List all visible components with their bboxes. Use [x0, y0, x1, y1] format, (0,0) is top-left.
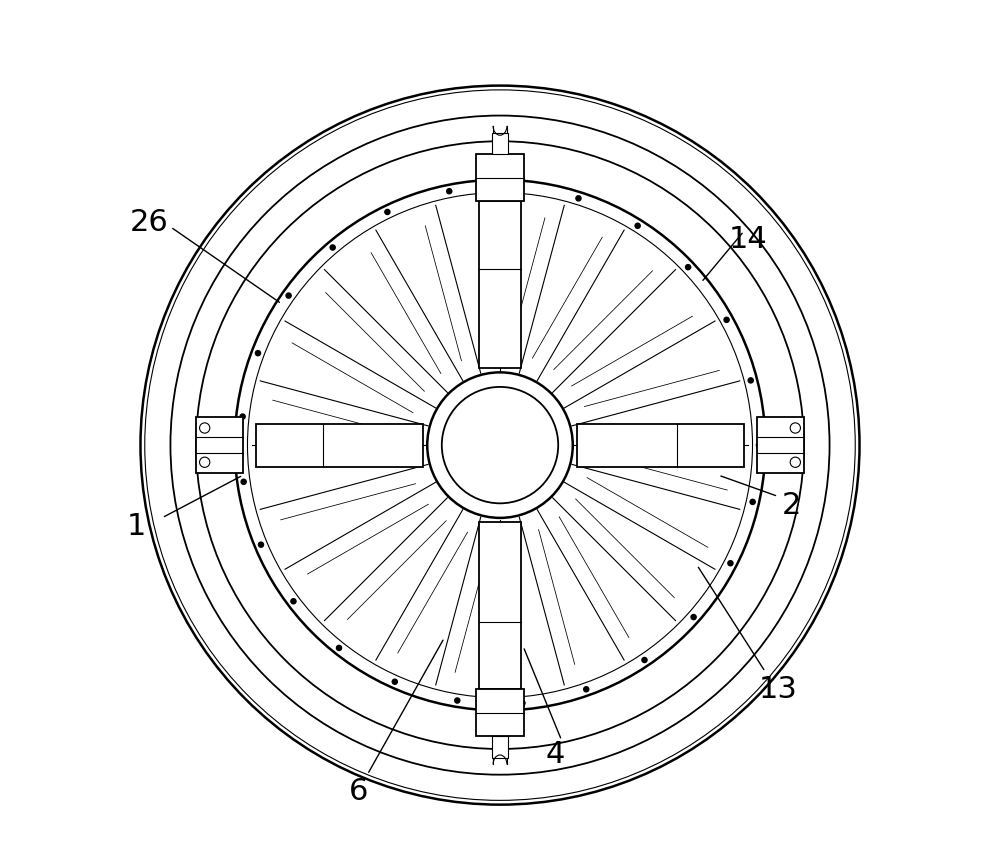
- Polygon shape: [256, 424, 423, 467]
- FancyBboxPatch shape: [492, 736, 508, 758]
- FancyBboxPatch shape: [476, 689, 524, 736]
- Circle shape: [790, 423, 800, 433]
- Circle shape: [286, 293, 291, 298]
- Circle shape: [756, 443, 762, 448]
- Circle shape: [750, 499, 755, 504]
- Circle shape: [748, 377, 753, 383]
- Circle shape: [691, 615, 696, 620]
- Text: 26: 26: [130, 208, 168, 237]
- Polygon shape: [479, 201, 521, 368]
- Polygon shape: [479, 522, 521, 689]
- Circle shape: [447, 188, 452, 193]
- Circle shape: [240, 414, 245, 419]
- Circle shape: [392, 679, 397, 684]
- Text: 6: 6: [349, 777, 368, 806]
- Text: 14: 14: [729, 225, 768, 254]
- Circle shape: [520, 700, 525, 705]
- Circle shape: [635, 223, 640, 229]
- Circle shape: [200, 423, 210, 433]
- Circle shape: [291, 598, 296, 603]
- Circle shape: [241, 479, 246, 484]
- Circle shape: [512, 184, 517, 189]
- Circle shape: [455, 698, 460, 703]
- Circle shape: [642, 657, 647, 663]
- Circle shape: [724, 318, 729, 323]
- Text: 1: 1: [127, 512, 146, 541]
- FancyBboxPatch shape: [476, 154, 524, 201]
- Circle shape: [255, 351, 261, 356]
- Circle shape: [200, 457, 210, 467]
- Text: 2: 2: [781, 490, 801, 520]
- FancyBboxPatch shape: [492, 133, 508, 154]
- Circle shape: [576, 196, 581, 201]
- Circle shape: [330, 245, 335, 250]
- Circle shape: [258, 542, 264, 547]
- Circle shape: [728, 561, 733, 566]
- FancyBboxPatch shape: [757, 418, 804, 473]
- FancyBboxPatch shape: [196, 418, 243, 473]
- Polygon shape: [577, 424, 744, 467]
- Circle shape: [385, 210, 390, 215]
- Circle shape: [584, 687, 589, 692]
- Circle shape: [336, 645, 342, 651]
- Circle shape: [686, 265, 691, 270]
- Circle shape: [790, 457, 800, 467]
- Text: 4: 4: [546, 740, 565, 770]
- Text: 13: 13: [759, 675, 798, 704]
